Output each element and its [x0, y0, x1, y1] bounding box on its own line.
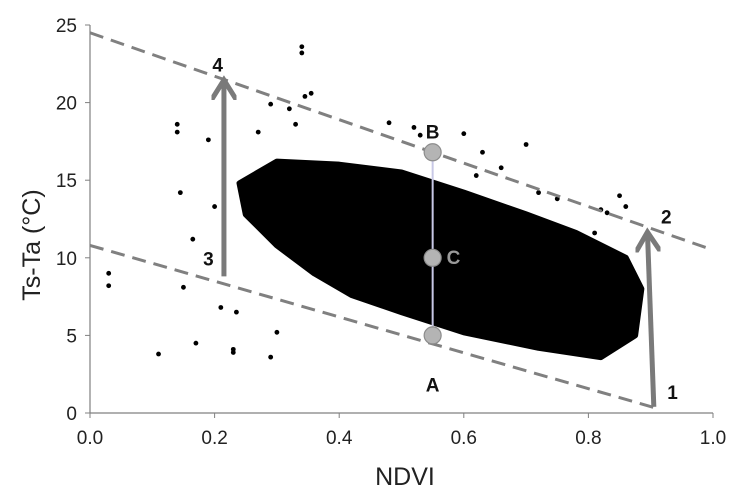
data-point: [218, 305, 224, 310]
y-tick-label: 20: [56, 94, 77, 115]
y-tick-label: 15: [56, 171, 77, 192]
data-point: [299, 50, 305, 56]
x-tick-label: 0.8: [575, 428, 601, 449]
annotations: 1 2 3 4: [203, 56, 678, 404]
y-tick-label: 25: [56, 16, 77, 37]
data-point: [268, 354, 274, 360]
edge-lines: [89, 31, 714, 410]
x-tick-label: 0.2: [201, 428, 227, 449]
data-point: [386, 120, 392, 126]
data-point: [274, 329, 280, 335]
data-point: [255, 129, 261, 135]
data-point: [498, 165, 504, 171]
profile-markers: B C A: [423, 122, 461, 396]
data-point: [181, 284, 186, 290]
marker-b: [423, 143, 442, 162]
data-point: [174, 129, 180, 135]
annotation-1: 1: [667, 383, 678, 404]
x-tick-label: 1.0: [700, 428, 726, 449]
data-point: [623, 204, 629, 209]
data-point: [193, 340, 199, 346]
y-axis-title: Ts-Ta (°C): [18, 189, 46, 300]
arrows: [224, 84, 654, 407]
data-point: [212, 204, 218, 209]
marker-label: C: [447, 248, 461, 269]
data-point: [293, 121, 298, 127]
x-tick-label: 0.6: [451, 428, 477, 449]
data-point: [417, 132, 423, 138]
annotation-2: 2: [661, 208, 672, 229]
data-point: [234, 309, 239, 315]
arrow: [648, 236, 654, 407]
data-point: [461, 131, 467, 137]
data-point: [411, 125, 417, 130]
data-point: [302, 93, 308, 99]
data-point: [106, 270, 112, 276]
data-point: [617, 193, 622, 199]
data-point: [299, 44, 305, 50]
y-tick-label: 5: [66, 326, 77, 347]
outlier-points: [106, 44, 629, 360]
marker-a: [423, 326, 442, 345]
edge-line: [89, 243, 658, 410]
data-point: [106, 283, 112, 289]
data-point: [308, 90, 314, 96]
data-point: [604, 210, 610, 216]
y-tick-label: 0: [66, 404, 77, 425]
data-point: [473, 173, 479, 178]
data-point: [230, 350, 236, 355]
data-point: [156, 351, 161, 357]
data-point: [592, 230, 598, 236]
axes: [89, 25, 713, 414]
data-point: [523, 142, 529, 147]
marker-c: [423, 248, 442, 267]
data-point: [480, 149, 485, 155]
tick-labels: 0.0 0.2 0.4 0.6 0.8 1.0 0 5 10 15 20 25: [56, 16, 726, 449]
data-point: [536, 190, 541, 196]
data-point: [268, 101, 274, 107]
x-tick-label: 0.0: [77, 428, 103, 449]
data-point: [286, 106, 292, 112]
data-point: [190, 236, 196, 242]
x-axis-title: NDVI: [375, 463, 435, 491]
marker-label: B: [426, 122, 440, 143]
annotation-3: 3: [203, 250, 214, 271]
annotation-4: 4: [212, 56, 223, 77]
data-point: [174, 121, 180, 127]
y-tick-label: 10: [56, 249, 77, 270]
data-point: [177, 190, 183, 196]
marker-label: A: [426, 375, 440, 396]
data-point: [205, 137, 211, 143]
x-tick-label: 0.4: [326, 428, 353, 449]
